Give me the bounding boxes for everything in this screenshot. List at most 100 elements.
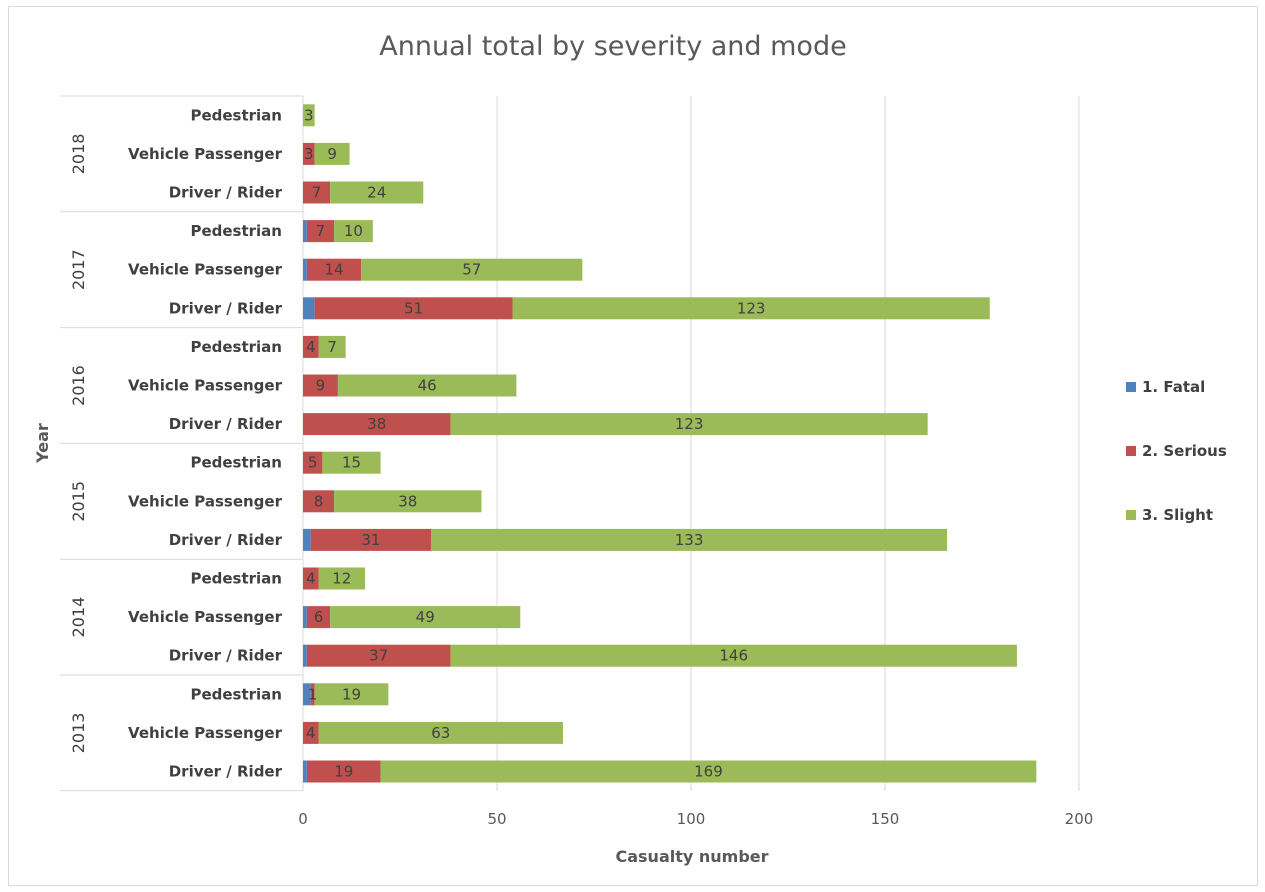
x-axis-ticks: 0 50 100 150 200 bbox=[298, 810, 1093, 828]
bar-segment-fatal bbox=[303, 606, 307, 629]
mode-label: Driver / Rider bbox=[169, 647, 283, 665]
mode-label: Vehicle Passenger bbox=[128, 145, 283, 163]
bar-segment-slight bbox=[361, 258, 583, 281]
data-label: 19 bbox=[342, 685, 361, 703]
chart-title: Annual total by severity and mode bbox=[379, 31, 846, 62]
bar-segment-slight bbox=[314, 142, 350, 165]
bar-segment-fatal bbox=[303, 683, 311, 706]
data-label: 37 bbox=[369, 647, 388, 665]
mode-label: Driver / Rider bbox=[169, 415, 283, 433]
mode-label: Vehicle Passenger bbox=[128, 724, 283, 742]
data-label: 133 bbox=[675, 531, 704, 549]
x-tick-label: 150 bbox=[871, 810, 900, 828]
bar-segment-slight bbox=[322, 451, 381, 474]
data-label: 15 bbox=[342, 454, 361, 472]
data-label: 7 bbox=[316, 222, 326, 240]
bar-segment-serious bbox=[310, 528, 432, 551]
chart-frame bbox=[8, 6, 1258, 886]
mode-label: Vehicle Passenger bbox=[128, 261, 283, 279]
mode-label: Vehicle Passenger bbox=[128, 608, 283, 626]
year-label: 2014 bbox=[69, 597, 88, 638]
data-label: 9 bbox=[327, 145, 337, 163]
data-label: 38 bbox=[367, 415, 386, 433]
data-label: 51 bbox=[404, 299, 423, 317]
data-label: 6 bbox=[314, 608, 324, 626]
mode-label: Vehicle Passenger bbox=[128, 492, 283, 510]
data-label: 19 bbox=[334, 763, 353, 781]
data-label: 31 bbox=[361, 531, 380, 549]
data-label: 169 bbox=[694, 763, 723, 781]
mode-label: Pedestrian bbox=[190, 570, 282, 588]
data-label: 3 bbox=[304, 145, 314, 163]
category-axis: 2018 Pedestrian Vehicle Passenger Driver / … bbox=[60, 95, 304, 792]
data-label: 4 bbox=[306, 570, 316, 588]
data-label: 7 bbox=[312, 184, 322, 202]
data-label: 24 bbox=[367, 184, 386, 202]
data-label: 57 bbox=[462, 261, 481, 279]
bar-segment-slight bbox=[334, 220, 373, 243]
mode-label: Driver / Rider bbox=[169, 184, 283, 202]
bar-segment-serious bbox=[306, 220, 335, 243]
year-label: 2015 bbox=[69, 481, 88, 522]
bar-segment-fatal bbox=[303, 258, 307, 281]
legend-label: 2. Serious bbox=[1142, 442, 1227, 460]
mode-label: Pedestrian bbox=[190, 222, 282, 240]
data-label: 8 bbox=[314, 492, 324, 510]
bar-segment-fatal bbox=[303, 644, 307, 667]
data-label: 1 bbox=[308, 685, 318, 703]
bar-segment-slight bbox=[450, 413, 928, 436]
data-label: 14 bbox=[324, 261, 343, 279]
data-label: 123 bbox=[737, 299, 766, 317]
x-tick-label: 0 bbox=[298, 810, 308, 828]
y-axis-title: Year bbox=[33, 423, 52, 464]
bar-segment-slight bbox=[318, 721, 563, 744]
bar-segment-serious bbox=[303, 142, 315, 165]
data-label: 4 bbox=[306, 338, 316, 356]
bar-segment-serious bbox=[303, 181, 331, 204]
gridlines bbox=[496, 96, 1080, 791]
mode-label: Pedestrian bbox=[190, 106, 282, 124]
bar-segment-serious bbox=[303, 567, 319, 590]
bar-segment-slight bbox=[330, 606, 521, 629]
bar-segment-fatal bbox=[303, 528, 311, 551]
bar-segment-slight bbox=[337, 374, 517, 397]
year-label: 2017 bbox=[69, 249, 88, 290]
x-tick-label: 50 bbox=[487, 810, 506, 828]
mode-label: Vehicle Passenger bbox=[128, 377, 283, 395]
bar-segment-slight bbox=[450, 644, 1017, 667]
legend-swatch-serious bbox=[1126, 446, 1136, 456]
bar-segment-serious bbox=[303, 721, 319, 744]
bar-segment-serious bbox=[303, 413, 451, 436]
bar-segment-fatal bbox=[303, 760, 307, 783]
bar-segment-serious bbox=[310, 683, 315, 706]
bar-segment-serious bbox=[303, 490, 335, 513]
bar-segment-serious bbox=[306, 760, 381, 783]
bar-segment-slight bbox=[314, 683, 389, 706]
bar-segment-slight bbox=[318, 335, 346, 358]
mode-label: Driver / Rider bbox=[169, 763, 283, 781]
data-label: 9 bbox=[316, 377, 326, 395]
bar-segment-slight bbox=[303, 104, 315, 127]
legend-label: 1. Fatal bbox=[1142, 378, 1205, 396]
bar-segment-serious bbox=[303, 335, 319, 358]
bar-segment-serious bbox=[314, 297, 513, 320]
bar-segment-slight bbox=[512, 297, 990, 320]
data-label: 146 bbox=[719, 647, 748, 665]
bar-segment-slight bbox=[334, 490, 482, 513]
year-label: 2013 bbox=[69, 713, 88, 754]
bar-segment-serious bbox=[303, 374, 338, 397]
legend-swatch-fatal bbox=[1126, 382, 1136, 392]
data-label: 10 bbox=[344, 222, 363, 240]
year-label: 2016 bbox=[69, 365, 88, 406]
legend: 1. Fatal 2. Serious 3. Slight bbox=[1126, 378, 1227, 524]
mode-label: Pedestrian bbox=[190, 338, 282, 356]
data-label: 7 bbox=[327, 338, 337, 356]
data-label: 49 bbox=[416, 608, 435, 626]
mode-label: Pedestrian bbox=[190, 454, 282, 472]
data-label: 38 bbox=[398, 492, 417, 510]
bar-segment-fatal bbox=[303, 297, 315, 320]
data-label: 5 bbox=[308, 454, 318, 472]
bar-segment-slight bbox=[318, 567, 366, 590]
